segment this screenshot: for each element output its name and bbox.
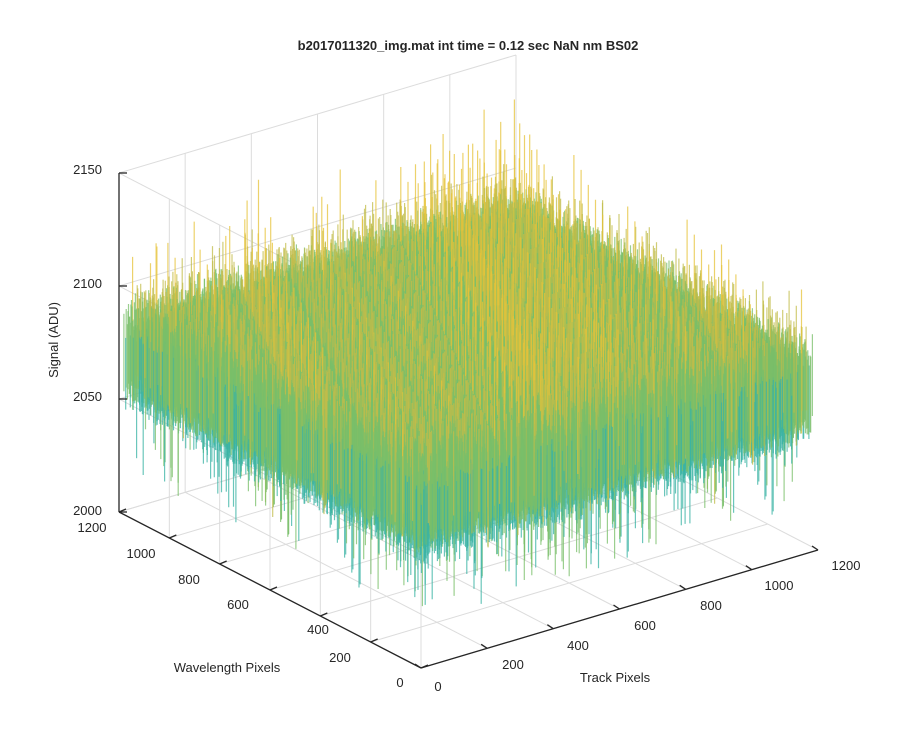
surface-plot bbox=[124, 100, 813, 607]
